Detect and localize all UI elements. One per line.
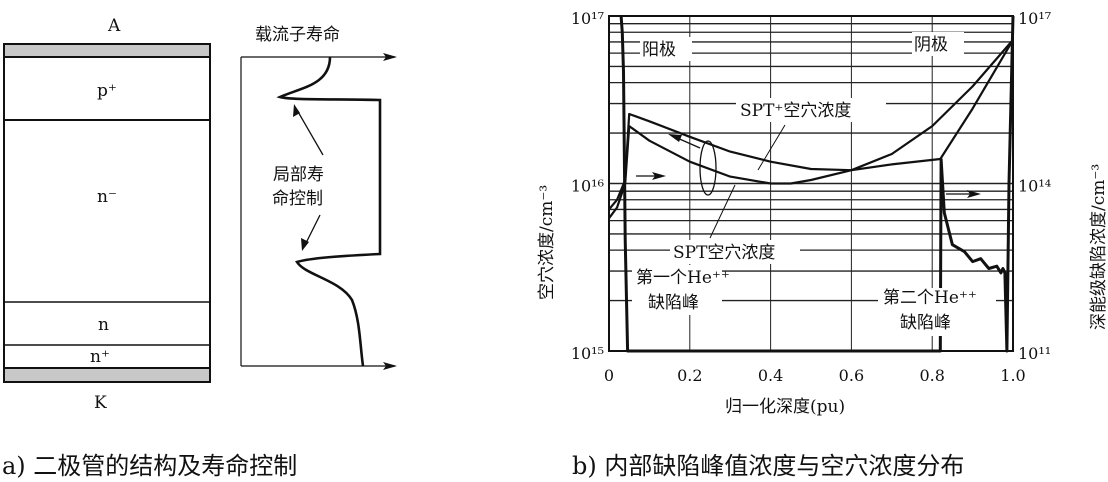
leader-line — [757, 124, 786, 171]
arrow-head-icon — [383, 53, 397, 61]
series-line-2 — [619, 15, 1015, 353]
y-axis-label: 空穴浓度/cm⁻³ — [537, 185, 557, 300]
defect-hole-chart: 0 0.2 0.4 0.6 0.8 1.0 10¹⁵ 10¹⁶ 10¹⁷ 10¹¹ 10¹⁴ 10¹⁷… — [537, 9, 1108, 417]
series-line-1 — [608, 39, 1014, 219]
cathode-terminal-label: K — [94, 393, 107, 413]
anode-label: 阳极 — [642, 40, 676, 60]
y-tick-label: 10¹⁷ — [571, 9, 604, 28]
x-tick-label: 0 — [604, 366, 614, 385]
x-tick-label: 0.2 — [677, 366, 702, 385]
annotation-line-2: 命控制 — [272, 189, 323, 209]
lifetime-title: 载流子寿命 — [255, 25, 340, 45]
arrow-head-icon — [301, 238, 309, 251]
anode-terminal-label: A — [107, 16, 121, 36]
spt-plus-label: SPT⁺空穴浓度 — [740, 101, 851, 121]
spt-label: SPT空穴浓度 — [673, 243, 775, 263]
peak2-label-line-2: 缺陷峰 — [900, 313, 951, 333]
annotation-arrow — [304, 214, 321, 246]
arrow-head-icon — [967, 190, 981, 198]
arrow-head-icon — [383, 362, 397, 370]
silicon-body — [3, 56, 211, 369]
annotations: 阳极 阴极 SPT⁺空穴浓度 SPT空穴浓度 第一个He⁺⁺ 缺陷峰 第二个He… — [632, 32, 996, 336]
x-axis-label: 归一化深度(pu) — [725, 397, 845, 417]
caption-b: b) 内部缺陷峰值浓度与空穴浓度分布 — [572, 452, 964, 480]
arrow-head-icon — [652, 172, 666, 180]
arrow-head-icon — [293, 104, 300, 117]
cathode-contact — [3, 367, 211, 383]
x-tick-label: 1.0 — [1000, 366, 1025, 385]
x-tick-label: 0.4 — [758, 366, 783, 385]
plot-frame — [608, 15, 1014, 352]
annotation-arrow — [296, 109, 324, 156]
arrow-head-icon — [668, 134, 682, 142]
y-axis-right-label: 深能级缺陷浓度/cm⁻³ — [1089, 164, 1108, 330]
layer-p-plus: p⁺ — [97, 81, 117, 101]
y-right-tick-label: 10¹¹ — [1018, 344, 1051, 363]
leader-line — [709, 184, 736, 239]
y-tick-label: 10¹⁵ — [571, 344, 604, 363]
x-tick-label: 0.6 — [839, 366, 864, 385]
caption-a: a) 二极管的结构及寿命控制 — [2, 452, 297, 480]
annotation-line-1: 局部寿 — [273, 165, 324, 185]
lifetime-profile: 载流子寿命 局部寿 命控制 — [240, 25, 397, 370]
y-right-tick-label: 10¹⁷ — [1018, 9, 1051, 28]
series-group-ellipse — [699, 140, 717, 196]
diode-structure: A p⁺ n⁻ n n⁺ K — [3, 16, 211, 413]
x-tick-label: 0.8 — [919, 366, 944, 385]
layer-n: n — [98, 315, 109, 335]
peak1-label-line-2: 缺陷峰 — [648, 293, 699, 313]
peak1-label-line-1: 第一个He⁺⁺ — [636, 268, 730, 288]
layer-n-minus: n⁻ — [97, 187, 117, 207]
peak2-label-line-1: 第二个He⁺⁺ — [883, 288, 977, 308]
anode-contact — [3, 43, 211, 58]
y-tick-label: 10¹⁶ — [571, 177, 604, 196]
y-right-tick-label: 10¹⁴ — [1018, 177, 1051, 196]
lifetime-curve — [276, 56, 382, 367]
layer-n-plus: n⁺ — [90, 347, 110, 367]
cathode-label: 阴极 — [914, 35, 948, 55]
